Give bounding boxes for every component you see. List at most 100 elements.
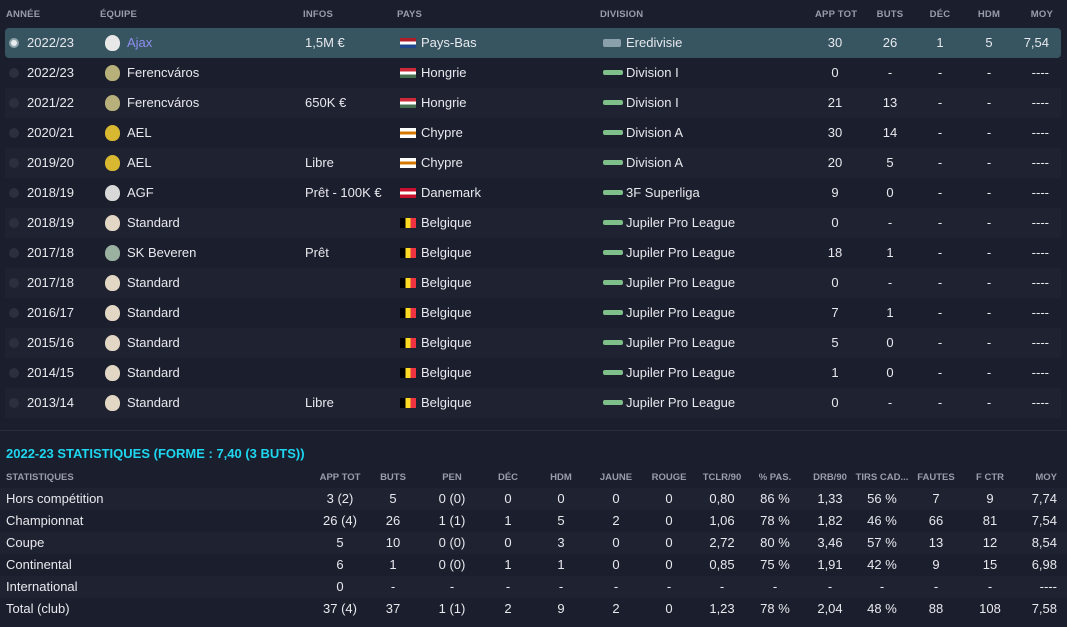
team-link[interactable]: Standard [127, 335, 180, 350]
stats-value: 78 % [760, 601, 790, 616]
career-row[interactable]: 2022/23 Ferencváros Hongrie Division I 0… [5, 58, 1061, 88]
team-link[interactable]: Standard [127, 305, 180, 320]
stats-value: 26 [385, 513, 401, 528]
division-link[interactable]: Jupiler Pro League [626, 275, 736, 290]
stats-value: - [827, 579, 833, 594]
team-link[interactable]: SK Beveren [127, 245, 197, 260]
career-row[interactable]: 2016/17 Standard Belgique Jupiler Pro Le… [5, 298, 1061, 328]
average-rating: 7,54 [1023, 35, 1049, 50]
stats-column-header[interactable]: MOY [1035, 472, 1057, 483]
stats-column-header[interactable]: STATISTIQUES [6, 472, 74, 483]
column-header[interactable]: BUTS [876, 9, 904, 20]
division-link[interactable]: Division I [626, 65, 679, 80]
radio-icon[interactable] [9, 128, 19, 138]
country: Belgique [421, 245, 472, 260]
goals: 1 [886, 305, 894, 320]
division-link[interactable]: Jupiler Pro League [626, 305, 736, 320]
career-row[interactable]: 2021/22 Ferencváros 650K € Hongrie Divis… [5, 88, 1061, 118]
stats-column-header[interactable]: PEN [442, 472, 462, 483]
team-link[interactable]: Standard [127, 215, 180, 230]
division-link[interactable]: Jupiler Pro League [626, 395, 736, 410]
division-link[interactable]: Division I [626, 95, 679, 110]
division-link[interactable]: Eredivisie [626, 35, 683, 50]
stats-column-header[interactable]: % PAS. [758, 472, 792, 483]
country-flag-icon [400, 398, 416, 408]
divider [0, 430, 1067, 431]
team-link[interactable]: Ferencváros [127, 65, 200, 80]
goals: 13 [882, 95, 898, 110]
column-header[interactable]: ANNÉE [6, 9, 41, 20]
career-row[interactable]: 2017/18 SK Beveren Prêt Belgique Jupiler… [5, 238, 1061, 268]
column-header[interactable]: INFOS [303, 9, 334, 20]
column-header[interactable]: APP TOT [815, 9, 858, 20]
column-header[interactable]: DÉC [929, 9, 951, 20]
radio-icon[interactable] [9, 338, 19, 348]
division-link[interactable]: Jupiler Pro League [626, 335, 736, 350]
career-row[interactable]: 2017/18 Standard Belgique Jupiler Pro Le… [5, 268, 1061, 298]
radio-icon[interactable] [9, 398, 19, 408]
division-link[interactable]: Jupiler Pro League [626, 245, 736, 260]
career-row[interactable]: 2019/20 AEL Libre Chypre Division A 20 5… [5, 148, 1061, 178]
assists: - [937, 65, 943, 80]
career-row[interactable]: 2020/21 AEL Chypre Division A 30 14 - - … [5, 118, 1061, 148]
radio-icon[interactable] [9, 308, 19, 318]
country: Pays-Bas [421, 35, 477, 50]
stats-value: 6,98 [1031, 557, 1057, 572]
stats-column-header[interactable]: JAUNE [599, 472, 633, 483]
stats-value: 1,82 [817, 513, 843, 528]
stats-column-header[interactable]: BUTS [380, 472, 406, 483]
column-header[interactable]: ÉQUIPE [100, 9, 138, 20]
column-header[interactable]: PAYS [397, 9, 423, 20]
radio-icon[interactable] [9, 98, 19, 108]
stats-column-header[interactable]: DÉC [497, 472, 519, 483]
column-header[interactable]: MOY [1030, 9, 1053, 20]
division-link[interactable]: Division A [626, 125, 684, 140]
stats-value: 3 [557, 535, 565, 550]
team-link[interactable]: AEL [127, 125, 152, 140]
team-link[interactable]: AEL [127, 155, 152, 170]
radio-icon[interactable] [9, 278, 19, 288]
stats-value: - [933, 579, 939, 594]
division-link[interactable]: Jupiler Pro League [626, 215, 736, 230]
stats-column-header[interactable]: HDM [550, 472, 572, 483]
career-row[interactable]: 2015/16 Standard Belgique Jupiler Pro Le… [5, 328, 1061, 358]
column-header[interactable]: HDM [977, 9, 1001, 20]
stats-column-header[interactable]: F CTR [976, 472, 1004, 483]
stats-column-header[interactable]: APP TOT [319, 472, 361, 483]
stats-column-header[interactable]: TIRS CAD... [855, 472, 909, 483]
column-header[interactable]: DIVISION [600, 9, 644, 20]
stats-value: 0 [504, 491, 512, 506]
stats-value: 9 [986, 491, 994, 506]
team-link[interactable]: Standard [127, 365, 180, 380]
team-link[interactable]: Ferencváros [127, 95, 200, 110]
team-link[interactable]: AGF [127, 185, 154, 200]
radio-icon[interactable] [9, 158, 19, 168]
radio-icon[interactable] [9, 368, 19, 378]
stats-column-header[interactable]: TCLR/90 [702, 472, 742, 483]
radio-icon[interactable] [9, 38, 19, 48]
competition-logo-icon [603, 160, 623, 165]
stats-column-header[interactable]: FAUTES [917, 472, 955, 483]
radio-icon[interactable] [9, 68, 19, 78]
career-row[interactable]: 2018/19 AGF Prêt - 100K € Danemark 3F Su… [5, 178, 1061, 208]
stats-column-header[interactable]: ROUGE [651, 472, 687, 483]
radio-icon[interactable] [9, 188, 19, 198]
stats-value: - [666, 579, 672, 594]
career-row[interactable]: 2022/23 Ajax 1,5M € Pays-Bas Eredivisie … [5, 28, 1061, 58]
division-link[interactable]: 3F Superliga [626, 185, 700, 200]
career-row[interactable]: 2013/14 Standard Libre Belgique Jupiler … [5, 388, 1061, 418]
radio-icon[interactable] [9, 248, 19, 258]
division-link[interactable]: Division A [626, 155, 684, 170]
year: 2019/20 [27, 155, 74, 170]
team-link[interactable]: Standard [127, 275, 180, 290]
radio-icon[interactable] [9, 218, 19, 228]
career-row[interactable]: 2018/19 Standard Belgique Jupiler Pro Le… [5, 208, 1061, 238]
stats-column-header[interactable]: DRB/90 [813, 472, 847, 483]
stats-value: 5 [557, 513, 565, 528]
division-link[interactable]: Jupiler Pro League [626, 365, 736, 380]
team-link[interactable]: Ajax [127, 35, 153, 50]
team-link[interactable]: Standard [127, 395, 180, 410]
career-row[interactable]: 2014/15 Standard Belgique Jupiler Pro Le… [5, 358, 1061, 388]
transfer-info: 650K € [305, 95, 347, 110]
player-of-match: 5 [985, 35, 993, 50]
